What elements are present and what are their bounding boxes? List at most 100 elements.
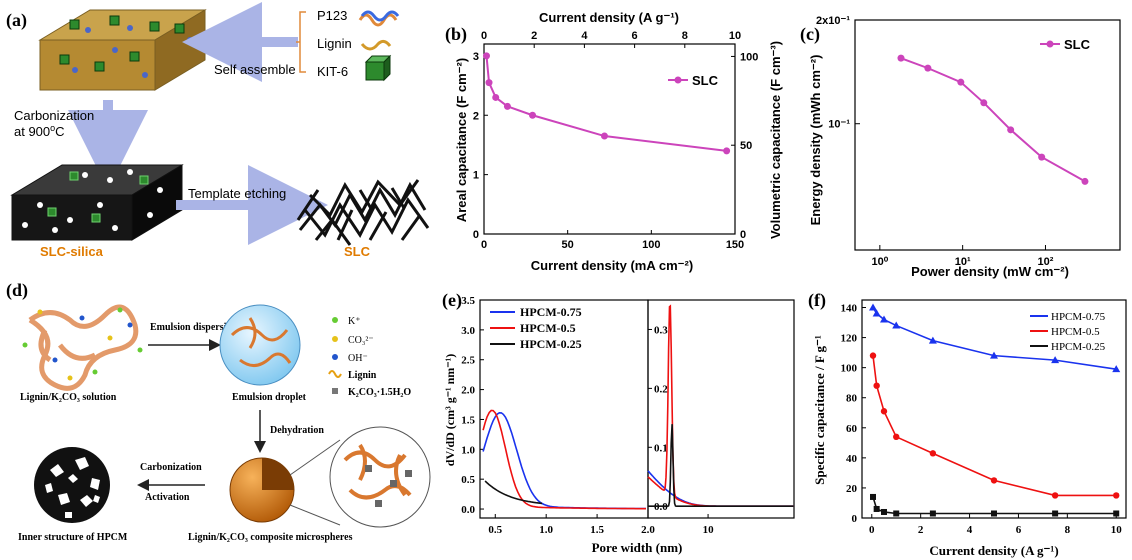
- lignin-icon: [328, 370, 342, 378]
- chart-b-top-xlabel: Current density (A g⁻¹): [539, 10, 679, 25]
- input-p123-label: P123: [317, 8, 347, 23]
- chart-c: (c) 10⁰ 10¹ 10² 10⁻¹ 2x10⁻¹ Power density (m…: [800, 15, 1121, 279]
- inner-structure-label: Inner structure of HPCM: [18, 532, 128, 543]
- chart-f-xtick-label: 6: [1016, 524, 1022, 536]
- chart-f-point: [893, 433, 900, 441]
- chart-e-ylabel: dV/dD (cm³ g⁻¹ nm⁻¹): [443, 354, 457, 466]
- chart-e-left-ytick-label: 2.0: [461, 385, 475, 397]
- chart-f-point: [929, 450, 937, 457]
- chart-e-left-series-1: [482, 409, 646, 510]
- template-etching-label: Template etching: [188, 186, 286, 201]
- chart-b-xlabel: Current density (mA cm⁻²): [531, 258, 693, 273]
- chart-f-point: [881, 508, 887, 515]
- chart-c-point: [897, 54, 905, 62]
- chart-f-ytick-label: 80: [846, 393, 858, 405]
- chart-f-legend: HPCM-0.75 HPCM-0.5 HPCM-0.25: [1030, 311, 1106, 353]
- chart-c-letter: (c): [800, 24, 820, 45]
- legend-crystal: K₂CO₃·1.5H₂O: [348, 387, 411, 398]
- chart-c-point: [980, 99, 988, 107]
- lignin-solution-label: Lignin/K₂CO₃ solution: [20, 392, 117, 403]
- chart-b-top-tick-label: 0: [481, 30, 487, 42]
- chart-b-point: [503, 102, 511, 110]
- chart-f-point: [870, 493, 876, 500]
- chart-b-right-tick-label: 0: [740, 229, 746, 241]
- chart-f-xtick-label: 4: [967, 524, 973, 536]
- chart-e-right-ytick-label: 0.1: [654, 442, 668, 454]
- chart-e-right-ytick-label: 0.2: [654, 383, 668, 395]
- slc-label: SLC: [344, 244, 371, 259]
- legend-lignin: Lignin: [348, 370, 377, 381]
- chart-f-legend-2: HPCM-0.25: [1051, 341, 1106, 353]
- chart-f-legend-1: HPCM-0.5: [1051, 326, 1100, 338]
- slc-carbon-network: [296, 179, 430, 246]
- kit6-cube-icon: [364, 54, 392, 82]
- carbonization-unit: C: [55, 124, 64, 139]
- chart-f-point: [1113, 492, 1120, 499]
- lignin-chain-icon: [360, 39, 392, 51]
- chart-c-point: [1038, 153, 1046, 161]
- chart-e-left-ytick-label: 3.0: [461, 325, 475, 337]
- chart-c-point: [1081, 177, 1089, 185]
- chart-c-point: [957, 78, 965, 86]
- chart-f-frame: [861, 299, 1127, 519]
- chart-f-ytick-label: 140: [841, 303, 858, 315]
- chart-e-left-xtick-label: 1.5: [590, 524, 604, 536]
- chart-e-right-frame: [647, 299, 795, 519]
- microspheres-label: Lignin/K₂CO₃ composite microspheres: [188, 532, 353, 543]
- input-kit6-label: KIT-6: [317, 64, 348, 79]
- carbonization-line2: at 900: [14, 124, 50, 139]
- legend-oh: OH⁻: [348, 353, 368, 364]
- carbonization-line1: Carbonization: [14, 108, 94, 123]
- chart-c-legend-label: SLC: [1064, 37, 1091, 52]
- chart-b-xtick-label: 0: [481, 239, 487, 251]
- panel-a-letter: (a): [6, 10, 27, 31]
- chart-f-xlabel: Current density (A g⁻¹): [929, 543, 1058, 558]
- panel-d: (d) Lignin/K₂CO₃ solution Emulsion dispe…: [6, 280, 431, 543]
- chart-f-ytick-label: 0: [852, 513, 858, 525]
- chart-f-point: [929, 510, 936, 517]
- chart-f-point: [928, 336, 937, 344]
- chart-c-xlabel: Power density (mW cm⁻²): [911, 264, 1069, 279]
- activation-label: Activation: [145, 492, 190, 503]
- chart-c-ytick-label: 2x10⁻¹: [816, 15, 850, 27]
- lignin-solution-illustration: [22, 304, 143, 391]
- chart-e-legend-2: HPCM-0.25: [520, 337, 582, 351]
- chart-b-ytick-label: 1: [473, 170, 479, 182]
- chart-c-ytick-label: 10⁻¹: [828, 119, 850, 131]
- chart-e-left-xtick-label: 0.5: [488, 524, 502, 536]
- chart-c-xtick-label: 10⁰: [872, 256, 889, 268]
- chart-b-top-tick-label: 6: [632, 30, 638, 42]
- emulsion-dispersion-label: Emulsion dispersion: [150, 322, 237, 333]
- chart-b-point: [492, 93, 500, 101]
- carbonization-label-d: Carbonization: [140, 462, 202, 473]
- chart-f-point: [880, 408, 888, 415]
- chart-e-left-ytick-label: 2.5: [461, 355, 475, 367]
- chart-b-ytick-label: 0: [473, 229, 479, 241]
- chart-f-point: [1113, 510, 1120, 517]
- panel-a: (a) Self assemble P123 Lignin KIT-6: [6, 2, 430, 259]
- chart-b-xtick-label: 150: [726, 239, 744, 251]
- chart-f-xtick-label: 0: [869, 524, 875, 536]
- chart-e-left-ytick-label: 0.5: [461, 474, 475, 486]
- chart-e-xlabel: Pore width (nm): [592, 540, 683, 555]
- chart-b-top-tick-label: 10: [729, 30, 741, 42]
- chart-e-letter: (e): [442, 290, 462, 311]
- chart-c-xtick-label: 10²: [1038, 256, 1054, 268]
- chart-b-ytick-label: 3: [473, 51, 479, 63]
- chart-f-point: [990, 351, 998, 359]
- chart-b-legend-label: SLC: [692, 73, 719, 88]
- chart-f-point: [892, 321, 901, 329]
- chart-f-ytick-label: 40: [846, 453, 858, 465]
- chart-e-right-ytick-label: 0.3: [654, 324, 668, 336]
- chart-b-point: [485, 79, 493, 87]
- svg-text:at 900oC: at 900oC: [14, 123, 65, 139]
- chart-b-right-tick-label: 50: [740, 140, 752, 152]
- hpcm-inner-structure: [34, 447, 110, 523]
- chart-f-series-1-line: [872, 355, 1117, 497]
- chart-f-ytick-label: 60: [846, 423, 858, 435]
- legend-co3: CO₃²⁻: [348, 335, 374, 346]
- chart-f-legend-0: HPCM-0.75: [1051, 311, 1106, 323]
- carbonate-icon: [332, 336, 338, 342]
